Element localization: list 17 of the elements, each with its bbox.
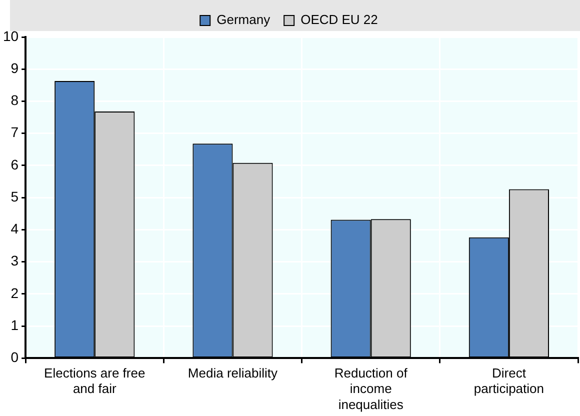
y-tick-label: 9: [10, 60, 19, 76]
y-tick-label: 5: [10, 188, 19, 204]
x-tick-label: Reduction of income inequalities: [334, 366, 408, 412]
y-tick-label: 1: [10, 316, 19, 333]
legend-label: OECD EU 22: [300, 12, 378, 28]
x-tick-label: Media reliability: [188, 366, 278, 381]
y-tick-label: 8: [10, 92, 19, 108]
y-tick-label: 10: [2, 28, 19, 44]
y-tick-label: 6: [10, 156, 19, 172]
legend-label: Germany: [216, 12, 271, 28]
y-tick-label: 0: [10, 349, 19, 366]
y-tick-label: 2: [10, 284, 19, 301]
y-tick-label: 4: [10, 220, 19, 237]
y-tick-label: 3: [10, 252, 19, 269]
y-tick-label: 7: [10, 124, 19, 140]
x-tick-label: Elections are free and fair: [44, 366, 146, 396]
x-tick-label: Direct participation: [474, 366, 544, 396]
